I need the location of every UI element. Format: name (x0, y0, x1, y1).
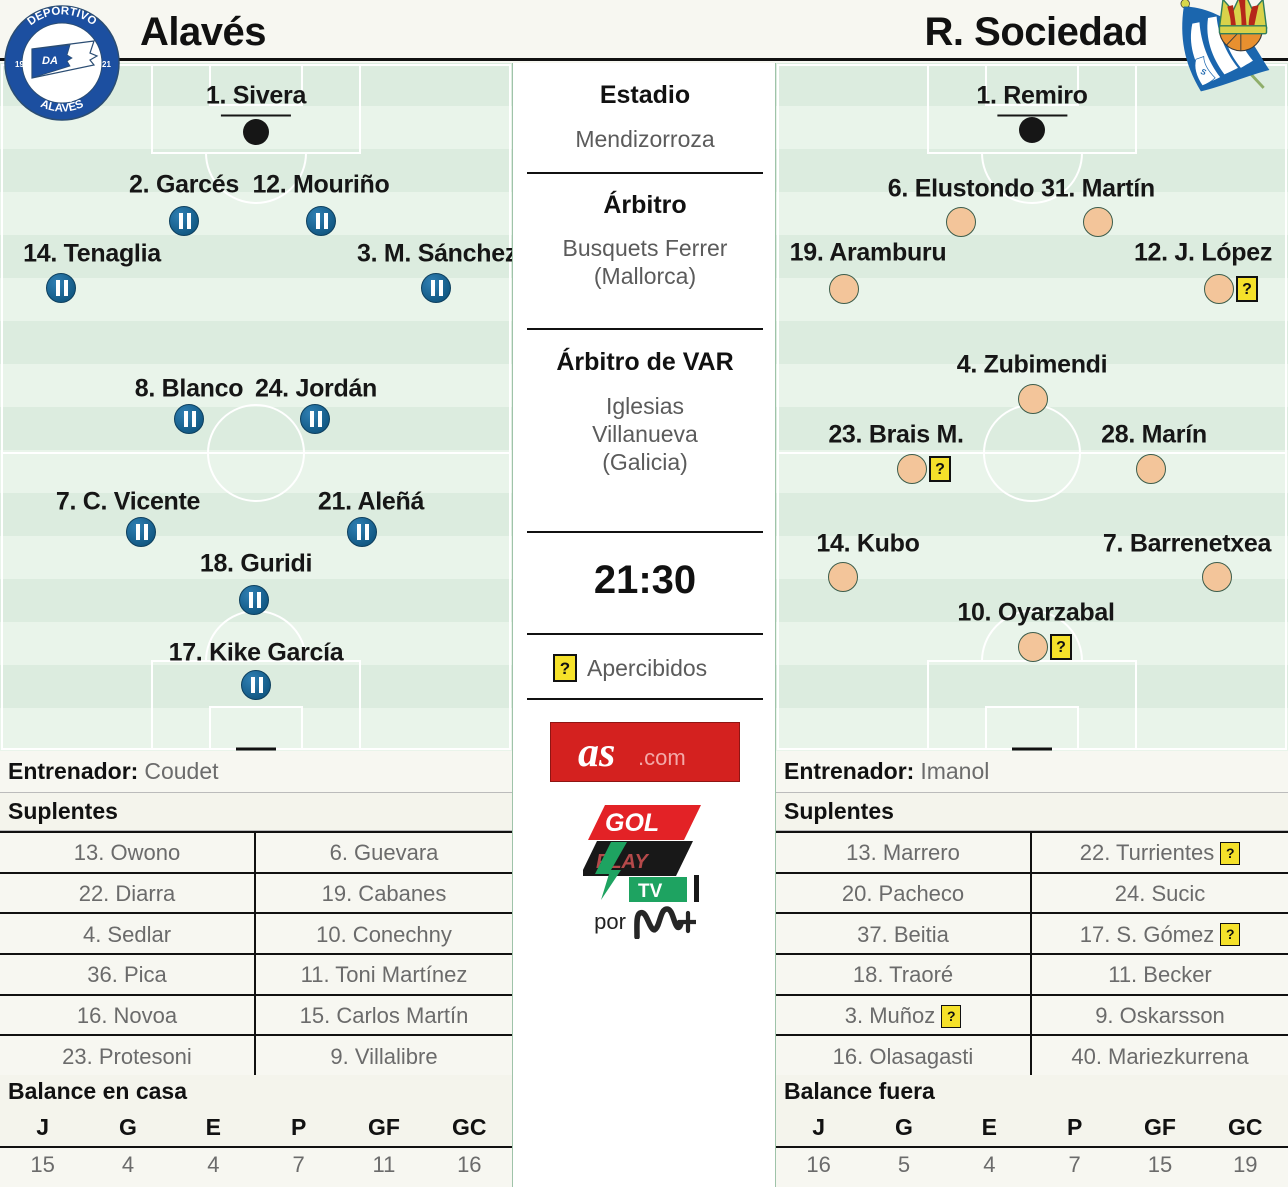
svg-text:19: 19 (15, 60, 24, 69)
svg-text:21: 21 (102, 60, 111, 69)
svg-text:DA: DA (42, 55, 58, 67)
